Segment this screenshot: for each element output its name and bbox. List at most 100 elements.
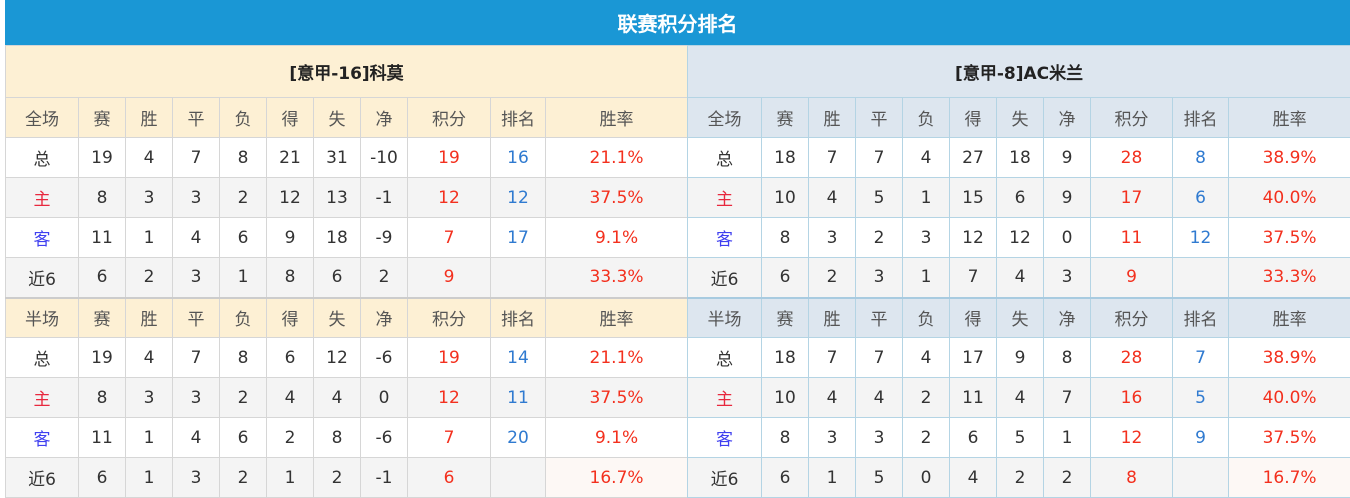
points-cell: 12 (1091, 418, 1173, 458)
stat-cell: 7 (809, 338, 856, 378)
column-header: 净 (1044, 98, 1091, 138)
column-header: 得 (950, 298, 997, 338)
stat-cell: -6 (361, 418, 408, 458)
stat-cell: 1 (267, 458, 314, 498)
column-header: 胜 (809, 298, 856, 338)
win-rate-cell: 40.0% (1229, 178, 1350, 218)
column-header: 半场 (6, 298, 79, 338)
stat-cell: 18 (762, 338, 809, 378)
stat-cell: 18 (762, 138, 809, 178)
stat-cell: 6 (79, 258, 126, 298)
stat-cell: 4 (267, 378, 314, 418)
column-header: 积分 (1091, 98, 1173, 138)
column-header-row: 全场赛胜平负得失净积分排名胜率 (688, 98, 1350, 138)
stat-cell: 9 (997, 338, 1044, 378)
rank-cell: 5 (1173, 378, 1229, 418)
row-label: 近6 (688, 458, 762, 498)
stat-cell: 6 (950, 418, 997, 458)
stat-cell: 1 (126, 458, 173, 498)
stat-cell: 1 (903, 258, 950, 298)
win-rate-cell: 16.7% (546, 458, 688, 498)
row-label: 主 (6, 378, 79, 418)
column-header: 胜率 (546, 98, 688, 138)
stat-cell: 2 (809, 258, 856, 298)
stat-cell: 4 (903, 138, 950, 178)
stat-cell: 3 (1044, 258, 1091, 298)
stat-cell: 4 (997, 258, 1044, 298)
win-rate-cell: 37.5% (546, 178, 688, 218)
column-header-row: 半场赛胜平负得失净积分排名胜率 (688, 298, 1350, 338)
points-cell: 28 (1091, 138, 1173, 178)
stat-cell: 2 (267, 418, 314, 458)
stat-cell: 4 (856, 378, 903, 418)
points-cell: 6 (408, 458, 491, 498)
stat-cell: -10 (361, 138, 408, 178)
stat-cell: 9 (267, 218, 314, 258)
points-cell: 19 (408, 138, 491, 178)
column-header: 胜率 (1229, 298, 1350, 338)
row-label: 主 (688, 378, 762, 418)
rank-cell: 9 (1173, 418, 1229, 458)
points-cell: 7 (408, 418, 491, 458)
row-label: 客 (6, 418, 79, 458)
points-cell: 28 (1091, 338, 1173, 378)
column-header: 胜 (809, 98, 856, 138)
stat-cell: 6 (997, 178, 1044, 218)
stat-cell: 8 (220, 138, 267, 178)
stat-cell: -1 (361, 178, 408, 218)
win-rate-cell: 33.3% (546, 258, 688, 298)
stat-cell: 8 (314, 418, 361, 458)
stat-cell: 10 (762, 178, 809, 218)
row-label: 主 (688, 178, 762, 218)
stat-cell: 2 (314, 458, 361, 498)
win-rate-cell: 9.1% (546, 218, 688, 258)
rank-cell: 20 (491, 418, 546, 458)
stat-cell: 1 (220, 258, 267, 298)
stat-cell: 1 (809, 458, 856, 498)
win-rate-cell: 21.1% (546, 338, 688, 378)
stat-cell: 3 (903, 218, 950, 258)
stat-cell: 3 (173, 458, 220, 498)
column-header: 得 (950, 98, 997, 138)
stat-cell: 7 (173, 138, 220, 178)
stat-cell: 8 (79, 378, 126, 418)
row-label: 总 (6, 138, 79, 178)
stat-cell: 18 (314, 218, 361, 258)
stat-cell: 4 (950, 458, 997, 498)
points-cell: 8 (1091, 458, 1173, 498)
column-header: 全场 (688, 98, 762, 138)
stat-cell: 4 (903, 338, 950, 378)
stat-cell: 8 (1044, 338, 1091, 378)
column-header: 胜率 (546, 298, 688, 338)
stat-cell: 6 (220, 218, 267, 258)
stat-cell: 3 (856, 258, 903, 298)
points-cell: 12 (408, 378, 491, 418)
stat-cell: 5 (997, 418, 1044, 458)
column-header: 失 (314, 98, 361, 138)
stat-cell: 11 (79, 218, 126, 258)
stat-cell: 4 (126, 138, 173, 178)
column-header: 赛 (762, 298, 809, 338)
rank-cell: 12 (1173, 218, 1229, 258)
stat-cell: 6 (762, 258, 809, 298)
stat-cell: 4 (173, 218, 220, 258)
rank-cell: 14 (491, 338, 546, 378)
column-header: 半场 (688, 298, 762, 338)
stat-cell: 8 (220, 338, 267, 378)
stat-cell: 2 (126, 258, 173, 298)
win-rate-cell: 16.7% (1229, 458, 1350, 498)
team-name: [意甲-8]AC米兰 (688, 46, 1350, 98)
column-header: 全场 (6, 98, 79, 138)
stat-cell: 7 (950, 258, 997, 298)
stat-cell: 5 (856, 458, 903, 498)
column-header-row: 全场赛胜平负得失净积分排名胜率 (6, 98, 688, 138)
stat-cell: 2 (856, 218, 903, 258)
points-cell: 11 (1091, 218, 1173, 258)
stat-cell: 11 (79, 418, 126, 458)
stat-cell: 6 (220, 418, 267, 458)
